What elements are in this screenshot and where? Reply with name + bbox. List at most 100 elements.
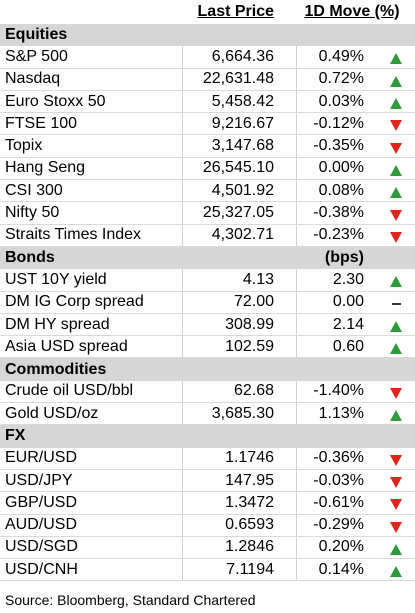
last-price: 1.1746 xyxy=(225,449,274,467)
one-day-move: -0.03% xyxy=(313,471,364,489)
column-divider xyxy=(182,269,183,291)
table-body: Equities S&P 500 6,664.36 0.49% Nasdaq 22,631… xyxy=(0,24,415,582)
last-price: 308.99 xyxy=(225,315,274,333)
table-row: UST 10Y yield 4.13 2.30 xyxy=(0,269,415,292)
direction-indicator xyxy=(385,314,407,335)
one-day-move: -0.23% xyxy=(313,226,364,244)
table-row: USD/JPY 147.95 -0.03% xyxy=(0,469,415,493)
direction-indicator xyxy=(385,91,407,112)
column-divider xyxy=(182,536,183,559)
column-divider xyxy=(182,291,183,313)
up-arrow-icon xyxy=(390,164,402,176)
direction-indicator xyxy=(385,46,407,67)
column-divider xyxy=(296,559,297,581)
section-unit xyxy=(278,24,364,46)
instrument-name: Topix xyxy=(5,137,43,155)
last-price: 25,327.05 xyxy=(202,204,274,222)
instrument-name: USD/CNH xyxy=(5,560,78,578)
down-arrow-icon xyxy=(390,477,402,489)
one-day-move: -0.29% xyxy=(313,516,364,534)
last-price: 4,302.71 xyxy=(211,226,274,244)
table-row: Topix 3,147.68 -0.35% xyxy=(0,135,415,158)
up-arrow-icon xyxy=(390,343,402,355)
direction-indicator xyxy=(385,113,407,134)
instrument-name: AUD/USD xyxy=(5,516,78,534)
last-price: 3,147.68 xyxy=(211,137,274,155)
instrument-name: USD/SGD xyxy=(5,538,78,556)
column-divider xyxy=(182,559,183,581)
table-row: USD/SGD 1.2846 0.20% xyxy=(0,536,415,560)
direction-indicator xyxy=(385,537,407,558)
table-row: Asia USD spread 102.59 0.60 xyxy=(0,336,415,359)
column-divider xyxy=(296,313,297,336)
section-unit: (bps) xyxy=(324,249,364,267)
last-price: 1.3472 xyxy=(225,493,274,511)
instrument-name: Gold USD/oz xyxy=(5,404,99,422)
column-divider xyxy=(296,336,297,358)
instrument-name: Straits Times Index xyxy=(5,226,142,244)
down-arrow-icon xyxy=(390,209,402,221)
one-day-move: 0.72% xyxy=(318,70,364,88)
direction-indicator xyxy=(385,269,407,290)
section-title: Equities xyxy=(5,26,68,44)
instrument-name: USD/JPY xyxy=(5,471,73,489)
column-divider xyxy=(182,492,183,514)
instrument-name: CSI 300 xyxy=(5,181,63,199)
direction-indicator xyxy=(385,515,407,536)
one-day-move: 0.00% xyxy=(318,159,364,177)
down-arrow-icon xyxy=(390,120,402,132)
section-header-commodities: Commodities xyxy=(0,358,415,381)
column-divider xyxy=(182,336,183,358)
last-price: 147.95 xyxy=(225,471,274,489)
direction-indicator xyxy=(385,69,407,90)
up-arrow-icon xyxy=(390,75,402,87)
one-day-move: -0.36% xyxy=(313,449,364,467)
no-change-dash-icon xyxy=(391,302,401,305)
table-row: Hang Seng 26,545.10 0.00% xyxy=(0,157,415,181)
column-divider xyxy=(296,536,297,559)
column-divider xyxy=(296,46,297,68)
header-last-price: Last Price xyxy=(197,3,274,20)
down-arrow-icon xyxy=(390,499,402,511)
last-price: 5,458.42 xyxy=(211,92,274,110)
column-divider xyxy=(182,313,183,336)
last-price: 0.6593 xyxy=(225,516,274,534)
instrument-name: FTSE 100 xyxy=(5,114,78,132)
last-price: 72.00 xyxy=(233,293,274,311)
last-price: 26,545.10 xyxy=(202,159,274,177)
market-summary-table: Last Price 1D Move (%) Equities S&P 500 6,… xyxy=(0,0,415,582)
instrument-name: Asia USD spread xyxy=(5,337,128,355)
column-divider xyxy=(296,68,297,90)
table-row: Nasdaq 22,631.48 0.72% xyxy=(0,68,415,91)
up-arrow-icon xyxy=(390,543,402,555)
column-divider xyxy=(182,90,183,113)
column-divider xyxy=(296,224,297,246)
instrument-name: GBP/USD xyxy=(5,493,78,511)
instrument-name: Nifty 50 xyxy=(5,204,60,222)
column-divider xyxy=(296,269,297,291)
one-day-move: -0.61% xyxy=(313,493,364,511)
instrument-name: DM HY spread xyxy=(5,315,110,333)
direction-indicator xyxy=(385,492,407,513)
instrument-name: EUR/USD xyxy=(5,449,78,467)
column-divider xyxy=(182,46,183,68)
table-header: Last Price 1D Move (%) xyxy=(0,0,415,24)
up-arrow-icon xyxy=(390,566,402,578)
last-price: 1.2846 xyxy=(225,538,274,556)
header-name xyxy=(5,0,183,24)
table-row: USD/CNH 7.1194 0.14% xyxy=(0,559,415,582)
one-day-move: 0.60 xyxy=(332,337,364,355)
direction-indicator xyxy=(385,448,407,469)
instrument-name: Crude oil USD/bbl xyxy=(5,382,134,400)
one-day-move: 0.00 xyxy=(332,293,364,311)
last-price: 22,631.48 xyxy=(202,70,274,88)
one-day-move: -1.40% xyxy=(313,382,364,400)
instrument-name: Euro Stoxx 50 xyxy=(5,92,106,110)
up-arrow-icon xyxy=(390,187,402,199)
column-divider xyxy=(182,224,183,246)
one-day-move: 0.03% xyxy=(318,92,364,110)
column-divider xyxy=(182,469,183,492)
direction-indicator xyxy=(385,225,407,246)
section-title: FX xyxy=(5,427,26,445)
last-price: 4.13 xyxy=(242,270,274,288)
